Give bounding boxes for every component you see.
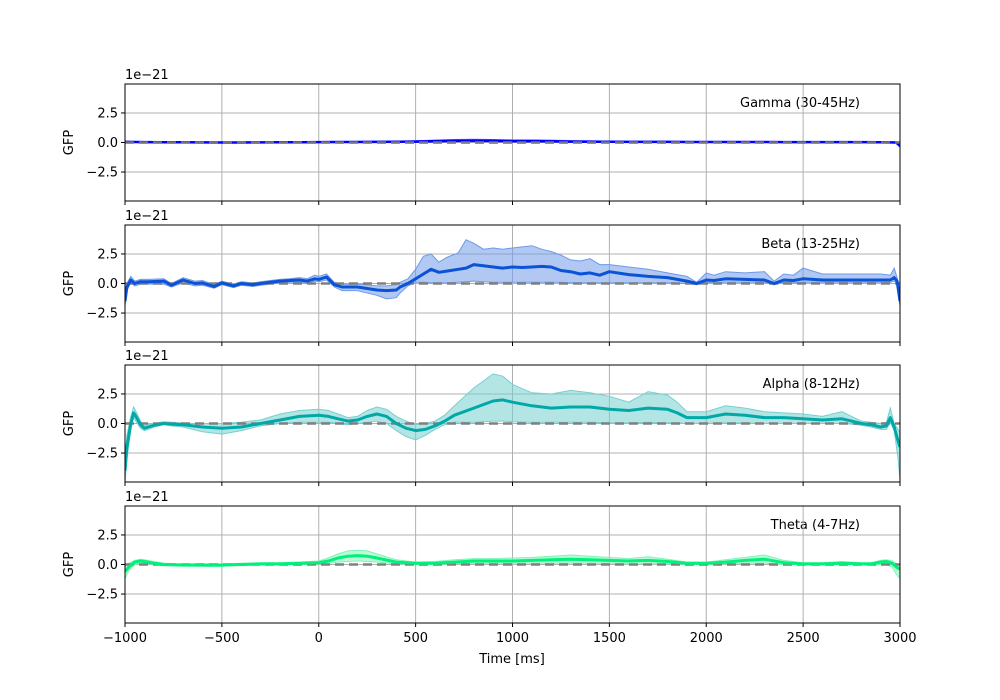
x-tick-label: 500	[403, 631, 428, 646]
y-tick-label: −2.5	[86, 447, 118, 462]
y-tick-label: −2.5	[86, 166, 118, 181]
x-tick-label: 1000	[496, 631, 529, 646]
y-axis-label: GFP	[62, 271, 77, 297]
y-offset-label: 1e−21	[125, 490, 169, 505]
panel-beta: 1e−21 Beta (13-25Hz) 2.5 0.0 −2.5 GFP	[62, 209, 901, 346]
panel-title: Beta (13-25Hz)	[761, 237, 860, 252]
x-tick-label: 2500	[787, 631, 820, 646]
y-tick-label: 2.5	[97, 387, 118, 402]
y-tick-label: 0.0	[97, 277, 118, 292]
x-tick-label: 1500	[593, 631, 626, 646]
x-tick-label: −1000	[103, 631, 147, 646]
mean-line	[125, 398, 900, 471]
y-tick-label: 0.0	[97, 136, 118, 151]
y-axis-label: GFP	[62, 130, 77, 156]
x-tick-label: 0	[315, 631, 323, 646]
y-tick-label: 0.0	[97, 558, 118, 573]
mean-line	[125, 554, 900, 573]
y-tick-label: −2.5	[86, 307, 118, 322]
panel-title: Alpha (8-12Hz)	[763, 377, 860, 392]
panel-theta: 1e−21 Theta (4-7Hz) 2.5 0.0 −2.5 −1000 −500 0…	[62, 490, 917, 646]
y-offset-label: 1e−21	[125, 68, 169, 83]
panel-title: Theta (4-7Hz)	[770, 518, 860, 533]
panel-alpha: 1e−21 Alpha (8-12Hz) 2.5 0.0 −2.5 GFP	[62, 349, 901, 486]
y-axis-label: GFP	[62, 411, 77, 437]
confidence-band	[125, 373, 900, 482]
y-tick-label: −2.5	[86, 588, 118, 603]
x-tick-label: −500	[204, 631, 240, 646]
y-axis-label: GFP	[62, 552, 77, 578]
panel-gamma: 1e−21 Gamma (30-45Hz) 2.5 0.0 −2.5 GFP	[62, 68, 901, 205]
panel-title: Gamma (30-45Hz)	[740, 96, 860, 111]
x-tick-label: 3000	[883, 631, 916, 646]
mean-line	[125, 263, 900, 302]
y-tick-label: 0.0	[97, 417, 118, 432]
x-tick-label: 2000	[690, 631, 723, 646]
x-axis-label: Time [ms]	[478, 652, 545, 667]
y-offset-label: 1e−21	[125, 349, 169, 364]
y-tick-label: 2.5	[97, 247, 118, 262]
y-tick-label: 2.5	[97, 528, 118, 543]
y-offset-label: 1e−21	[125, 209, 169, 224]
y-tick-label: 2.5	[97, 106, 118, 121]
